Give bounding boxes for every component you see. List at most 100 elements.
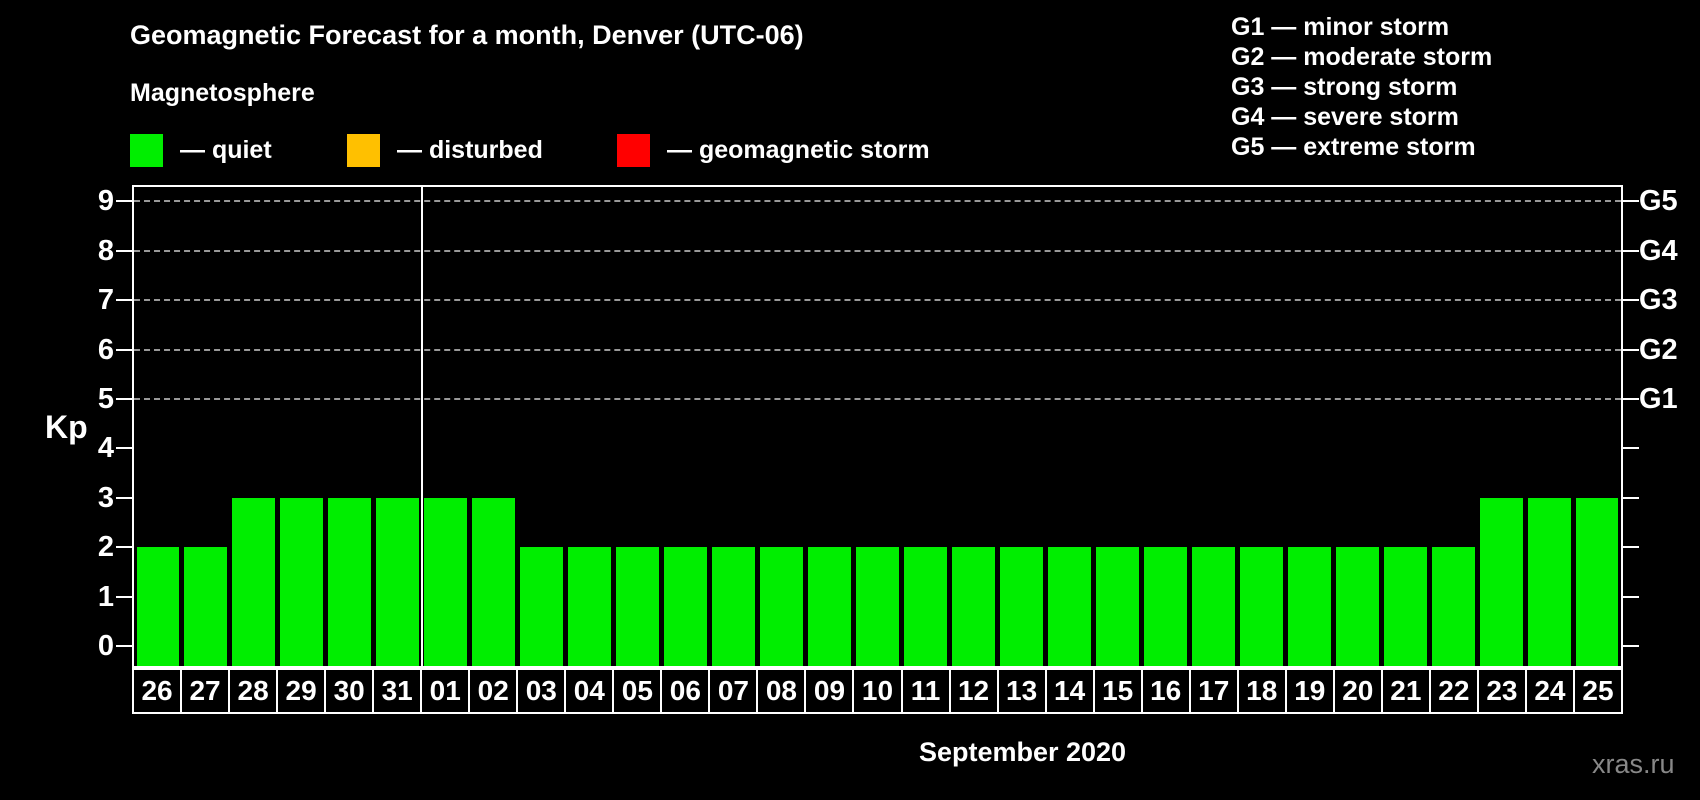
page-title: Geomagnetic Forecast for a month, Denver… xyxy=(130,20,804,50)
kp-bar xyxy=(280,497,324,666)
y-axis-tick-left xyxy=(116,249,132,252)
kp-bar xyxy=(1143,547,1187,666)
date-axis-row: 26 27 28 29 30 31 01 02 03 04 05 06 07 08 09 10 11 12 13 14… xyxy=(132,668,1623,714)
kp-bar xyxy=(136,547,180,666)
g-level-gridline xyxy=(134,299,1621,302)
kp-bar xyxy=(568,547,612,666)
kp-bar xyxy=(1047,547,1091,666)
g-level-label: G1 xyxy=(1639,383,1678,415)
date-cell: 22 xyxy=(1428,668,1479,714)
date-cell: 06 xyxy=(660,668,711,714)
storm-scale-g3: G3 — strong storm xyxy=(1231,73,1458,101)
kp-bar xyxy=(1479,497,1523,666)
y-axis-tick-right xyxy=(1623,496,1639,499)
y-tick-label: 5 xyxy=(97,383,114,415)
y-axis-tick-right xyxy=(1623,645,1639,647)
y-tick-label: 9 xyxy=(97,185,114,218)
date-cell: 15 xyxy=(1092,668,1143,714)
y-axis-tick-right xyxy=(1623,200,1639,203)
kp-bar xyxy=(616,547,660,666)
date-cell: 01 xyxy=(420,668,471,714)
y-axis-title: Kp xyxy=(45,409,88,445)
quiet-color-swatch xyxy=(130,134,163,167)
kp-bar xyxy=(520,547,564,666)
y-tick-label: 2 xyxy=(97,531,114,564)
plot-inner xyxy=(134,187,1621,666)
date-cell: 03 xyxy=(516,668,567,714)
date-cell: 11 xyxy=(900,668,951,714)
kp-bar xyxy=(1383,547,1427,666)
kp-bar xyxy=(808,547,851,666)
storm-scale-g5: G5 — extreme storm xyxy=(1231,133,1476,161)
kp-bar xyxy=(1575,497,1619,666)
watermark: xras.ru xyxy=(1592,749,1675,779)
y-tick-label: 0 xyxy=(97,630,114,662)
kp-bar xyxy=(376,497,420,666)
y-axis-tick-left xyxy=(116,299,132,302)
date-cell: 21 xyxy=(1380,668,1431,714)
y-axis-tick-right xyxy=(1623,299,1639,302)
date-cell: 14 xyxy=(1044,668,1095,714)
g-level-gridline xyxy=(134,249,1621,252)
storm-color-swatch xyxy=(617,134,650,167)
y-axis-tick-left xyxy=(116,348,132,351)
y-axis-tick-right xyxy=(1623,249,1639,252)
storm-scale-g2: G2 — moderate storm xyxy=(1231,43,1493,71)
date-cell: 10 xyxy=(852,668,903,714)
y-tick-label: 6 xyxy=(97,333,114,366)
y-axis-tick-right xyxy=(1623,546,1639,549)
y-axis-tick-right xyxy=(1623,447,1639,450)
y-tick-label: 1 xyxy=(97,580,114,613)
y-axis-tick-left xyxy=(116,200,132,203)
y-axis-tick-left xyxy=(116,447,132,450)
date-cell: 09 xyxy=(804,668,855,714)
y-axis-tick-right xyxy=(1623,348,1639,351)
kp-bar xyxy=(664,547,708,666)
date-cell: 19 xyxy=(1284,668,1335,714)
date-cell: 18 xyxy=(1236,668,1287,714)
g-level-gridline xyxy=(134,348,1621,351)
legend-label-disturbed: — disturbed xyxy=(397,136,543,164)
g-level-gridline xyxy=(134,200,1621,203)
kp-bar xyxy=(903,547,947,666)
g-level-gridline xyxy=(134,398,1621,400)
kp-bar xyxy=(1191,547,1235,666)
y-axis-tick-left xyxy=(116,595,132,598)
date-cell: 23 xyxy=(1476,668,1527,714)
y-axis-tick-right xyxy=(1623,595,1639,598)
kp-bar xyxy=(1287,547,1331,666)
legend-item-storm: — geomagnetic storm xyxy=(617,134,930,167)
y-axis-tick-right xyxy=(1623,398,1639,400)
date-cell: 30 xyxy=(324,668,375,714)
y-tick-label: 4 xyxy=(97,432,114,465)
y-axis-tick-left xyxy=(116,496,132,499)
g-level-label: G4 xyxy=(1639,234,1678,267)
g-level-label: G5 xyxy=(1639,185,1678,218)
y-tick-label: 7 xyxy=(97,284,114,317)
magnetosphere-label: Magnetosphere xyxy=(130,79,315,107)
kp-bar xyxy=(1095,547,1139,666)
y-tick-label: 3 xyxy=(97,481,114,514)
date-cell: 28 xyxy=(228,668,279,714)
date-cell: 12 xyxy=(948,668,999,714)
g-level-label: G3 xyxy=(1639,284,1678,317)
legend-label-quiet: — quiet xyxy=(180,136,272,164)
kp-bar xyxy=(328,497,372,666)
disturbed-color-swatch xyxy=(347,134,380,167)
storm-scale-g4: G4 — severe storm xyxy=(1231,103,1459,131)
date-cell: 27 xyxy=(180,668,231,714)
kp-bar xyxy=(712,547,756,666)
kp-bar xyxy=(1527,497,1571,666)
y-axis-tick-left xyxy=(116,398,132,400)
kp-bar xyxy=(1431,547,1475,666)
date-cell: 13 xyxy=(996,668,1047,714)
y-axis-tick-left xyxy=(116,645,132,647)
kp-bar xyxy=(1335,547,1379,666)
date-cell: 07 xyxy=(708,668,759,714)
date-cell: 24 xyxy=(1524,668,1575,714)
kp-bar xyxy=(999,547,1043,666)
date-cell: 31 xyxy=(372,668,423,714)
kp-bar xyxy=(472,497,516,666)
kp-bar xyxy=(760,547,804,666)
